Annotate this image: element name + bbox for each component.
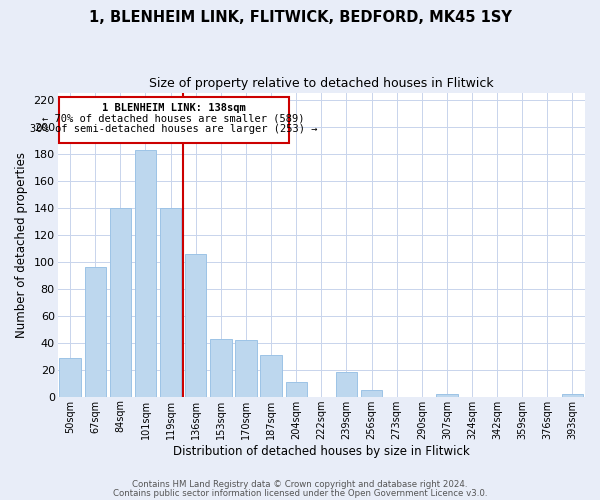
Title: Size of property relative to detached houses in Flitwick: Size of property relative to detached ho… <box>149 78 494 90</box>
Bar <box>110 208 131 396</box>
Text: Contains public sector information licensed under the Open Government Licence v3: Contains public sector information licen… <box>113 489 487 498</box>
Bar <box>85 267 106 396</box>
Y-axis label: Number of detached properties: Number of detached properties <box>15 152 28 338</box>
Bar <box>336 372 357 396</box>
Bar <box>59 358 81 397</box>
Bar <box>185 254 206 396</box>
X-axis label: Distribution of detached houses by size in Flitwick: Distribution of detached houses by size … <box>173 444 470 458</box>
Bar <box>235 340 257 396</box>
Text: Contains HM Land Registry data © Crown copyright and database right 2024.: Contains HM Land Registry data © Crown c… <box>132 480 468 489</box>
FancyBboxPatch shape <box>59 97 289 143</box>
Text: 30% of semi-detached houses are larger (253) →: 30% of semi-detached houses are larger (… <box>30 124 317 134</box>
Text: 1, BLENHEIM LINK, FLITWICK, BEDFORD, MK45 1SY: 1, BLENHEIM LINK, FLITWICK, BEDFORD, MK4… <box>89 10 511 25</box>
Bar <box>260 355 282 397</box>
Bar <box>562 394 583 396</box>
Bar <box>210 338 232 396</box>
Text: ← 70% of detached houses are smaller (589): ← 70% of detached houses are smaller (58… <box>43 114 305 124</box>
Text: 1 BLENHEIM LINK: 138sqm: 1 BLENHEIM LINK: 138sqm <box>102 102 245 113</box>
Bar <box>135 150 156 396</box>
Bar <box>436 394 458 396</box>
Bar <box>286 382 307 396</box>
Bar <box>160 208 181 396</box>
Bar <box>361 390 382 396</box>
